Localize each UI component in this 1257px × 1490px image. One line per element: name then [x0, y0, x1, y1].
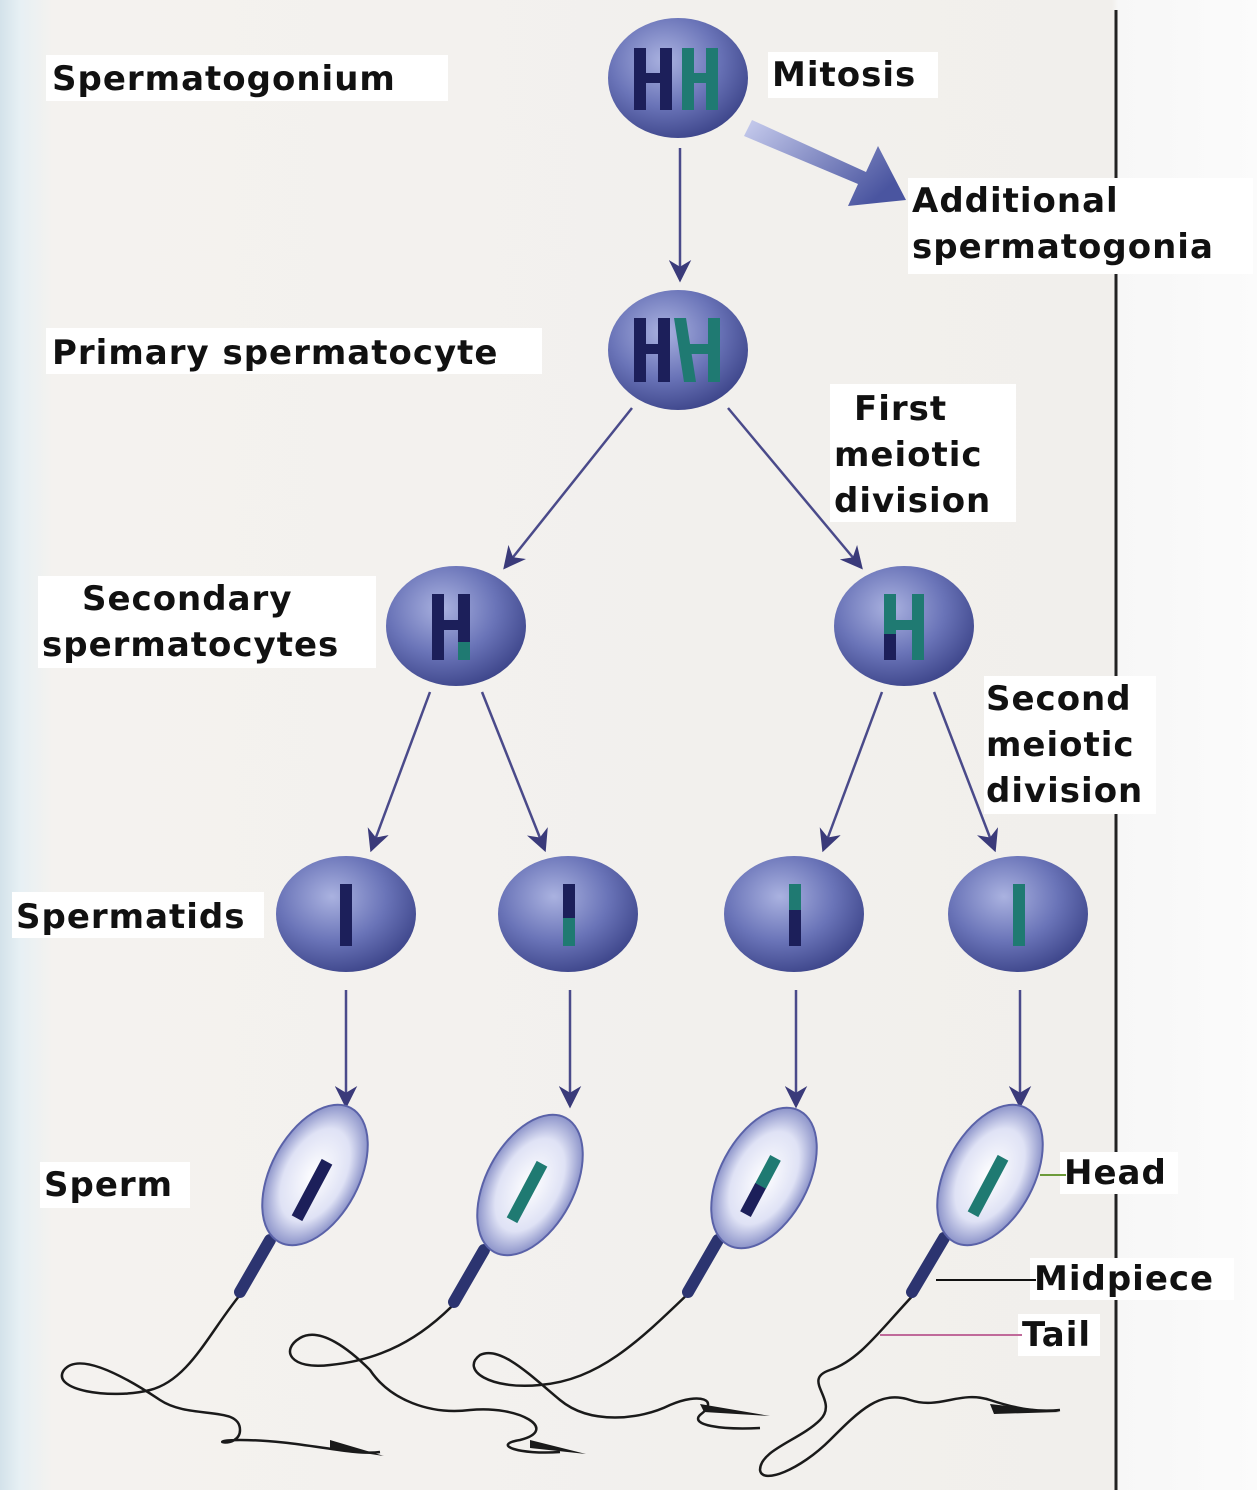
first-division-label-line3: division [834, 481, 991, 521]
arrow-secondary-right-to-spermatid-3 [819, 691, 884, 853]
arrow-primary-to-secondary-left [503, 407, 633, 570]
spermatids-label: Spermatids [16, 897, 246, 937]
spermatid-4 [948, 856, 1088, 972]
second-division-label-line2: meiotic [986, 725, 1135, 765]
secondary-spermatocyte-right [834, 566, 974, 686]
spermatid-1 [276, 856, 416, 972]
sperm-1 [60, 1103, 384, 1456]
spermatid-2 [498, 856, 638, 972]
spermatid-3 [724, 856, 864, 972]
secondary-label-line2: spermatocytes [42, 625, 339, 665]
tail-label: Tail [1022, 1315, 1091, 1355]
midpiece-label: Midpiece [1034, 1259, 1214, 1299]
sperm-label: Sperm [44, 1165, 173, 1205]
arrow-secondary-left-to-spermatid-2 [480, 691, 548, 853]
mitosis-label: Mitosis [772, 55, 916, 95]
first-division-label-line1: First [854, 389, 947, 429]
primary-spermatocyte-cell [608, 290, 748, 410]
spermatogonium-cell [608, 18, 748, 138]
head-label: Head [1064, 1153, 1167, 1193]
secondary-spermatocyte-left [386, 566, 526, 686]
arrow-secondary-right-to-spermatid-4 [932, 691, 999, 853]
primary-spermatocyte-label: Primary spermatocyte [52, 333, 499, 373]
arrow-primary-to-secondary-right [727, 407, 863, 570]
sperm-3 [472, 1106, 818, 1430]
secondary-label-line1: Secondary [82, 579, 292, 619]
additional-label-line2: spermatogonia [912, 227, 1214, 267]
second-division-label-line3: division [986, 771, 1143, 811]
additional-label-line1: Additional [912, 181, 1119, 221]
first-division-label-line2: meiotic [834, 435, 983, 475]
lineage-arrows [334, 148, 1032, 1109]
sperm-4 [758, 1103, 1061, 1478]
mitosis-arrow [744, 120, 906, 206]
second-division-label-line1: Second [986, 679, 1132, 719]
arrow-secondary-left-to-spermatid-1 [367, 691, 432, 853]
label-backgrounds [12, 52, 1253, 1356]
spermatogonium-label: Spermatogonium [52, 59, 396, 99]
sperm-2 [288, 1113, 586, 1454]
